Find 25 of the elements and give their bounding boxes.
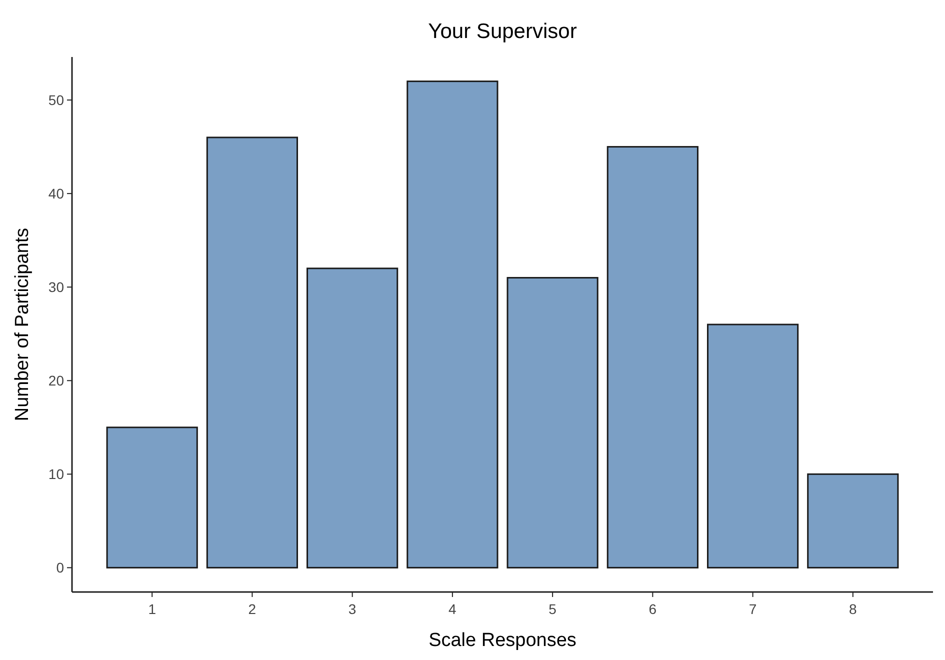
- y-axis-title: Number of Participants: [12, 228, 33, 422]
- x-tick-label: 4: [448, 601, 457, 617]
- bar: [506, 276, 598, 568]
- bar: [807, 473, 899, 568]
- bar: [606, 146, 698, 568]
- chart-title: Your Supervisor: [428, 20, 577, 43]
- y-tick-label: 50: [48, 92, 64, 108]
- x-tick-label: 3: [348, 601, 356, 617]
- bar: [206, 136, 298, 568]
- x-tick-label: 5: [548, 601, 557, 617]
- y-tick-label: 10: [48, 466, 64, 482]
- x-tick-label: 2: [248, 601, 256, 617]
- y-tick-label: 0: [56, 560, 64, 576]
- y-tick-label: 40: [48, 185, 64, 202]
- y-tick-label: 30: [48, 278, 64, 295]
- bar: [406, 80, 498, 568]
- x-tick-label: 1: [148, 601, 156, 617]
- x-tick-label: 6: [648, 601, 657, 617]
- bar: [706, 324, 799, 568]
- bar: [106, 426, 198, 568]
- x-axis-title: Scale Responses: [428, 630, 576, 651]
- bar: [306, 268, 398, 568]
- x-tick-label: 8: [849, 601, 858, 617]
- y-tick-label: 20: [48, 372, 64, 389]
- x-tick-label: 7: [748, 601, 757, 617]
